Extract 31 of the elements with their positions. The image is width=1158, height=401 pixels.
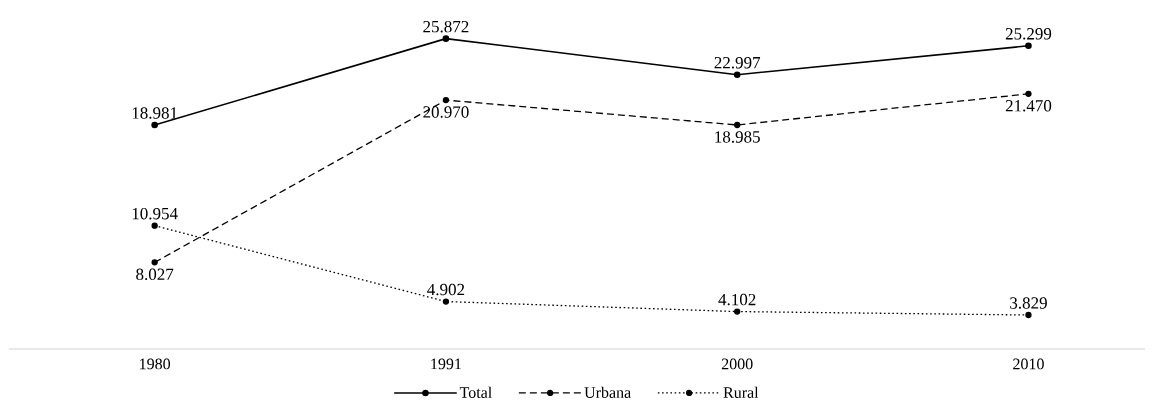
- data-label: 4.902: [427, 283, 465, 296]
- data-label: 18.981: [132, 107, 178, 119]
- data-label: 25.299: [1005, 28, 1052, 40]
- data-label: 20.970: [423, 106, 469, 118]
- point: [442, 298, 450, 305]
- point: [1025, 42, 1032, 50]
- point: [734, 121, 741, 129]
- point: [151, 222, 158, 229]
- data-label: 25.872: [423, 20, 469, 33]
- data-label: 10.954: [132, 207, 178, 220]
- data-label: 22.997: [714, 56, 761, 69]
- x-tick-label: 2010: [1013, 358, 1044, 370]
- x-tick-label: 1991: [431, 358, 461, 370]
- data-label: 18.985: [715, 131, 760, 143]
- point: [151, 259, 158, 266]
- point: [734, 308, 741, 315]
- point: [442, 35, 450, 42]
- point: [442, 96, 450, 104]
- legend-label: Urbana: [584, 386, 631, 398]
- point: [1025, 311, 1032, 319]
- data-label: 21.470: [1005, 100, 1052, 112]
- point: [1025, 90, 1032, 97]
- data-label: 3.829: [1010, 297, 1047, 309]
- point: [151, 121, 158, 129]
- legend-label: Rural: [723, 386, 759, 398]
- point: [733, 71, 741, 78]
- data-label: 8.027: [136, 268, 174, 281]
- data-label: 4.102: [718, 293, 756, 306]
- x-tick-label: 2000: [721, 358, 753, 370]
- legend-label: Total: [459, 386, 492, 398]
- x-tick-label: 1980: [140, 358, 171, 370]
